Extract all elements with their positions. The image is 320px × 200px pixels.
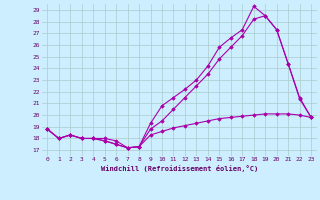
X-axis label: Windchill (Refroidissement éolien,°C): Windchill (Refroidissement éolien,°C) <box>100 165 258 172</box>
